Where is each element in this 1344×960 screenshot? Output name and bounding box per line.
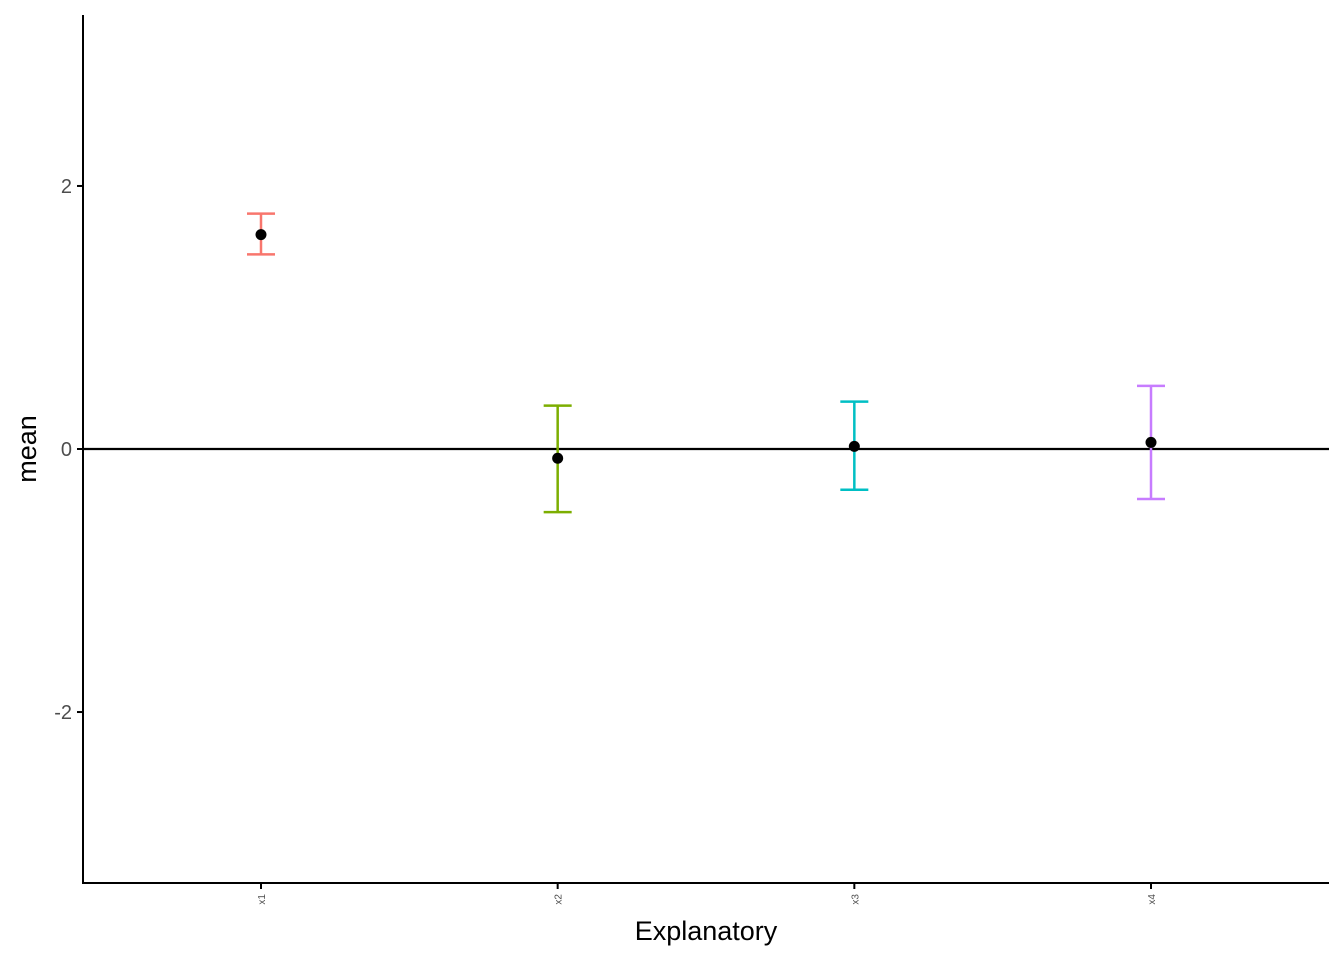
- errorbar-x3: [840, 400, 869, 492]
- mean-point-x4: [1145, 436, 1157, 448]
- mean-point-x3: [848, 440, 860, 452]
- y-tick-label: 0: [61, 439, 72, 461]
- mean-point-x1: [255, 229, 267, 241]
- y-tick-label: 2: [61, 176, 72, 198]
- mean-point-x2: [552, 452, 564, 464]
- y-tick-label: -2: [54, 702, 72, 724]
- x-tick-label: x3: [850, 894, 861, 905]
- y-axis-title: mean: [12, 415, 42, 483]
- x-tick-label: x4: [1147, 894, 1158, 905]
- errorbar-x2: [543, 404, 572, 514]
- plot-area: [83, 212, 1329, 514]
- x-axis-ticks: x1 x2 x3 x4: [257, 883, 1158, 905]
- x-tick-label: x2: [554, 894, 565, 905]
- errorbar-x1: [247, 212, 275, 256]
- errorbar-x4: [1137, 384, 1165, 501]
- x-tick-label: x1: [257, 894, 268, 905]
- x-axis-title: Explanatory: [635, 916, 778, 946]
- y-axis-ticks: -2 0 2: [54, 176, 83, 724]
